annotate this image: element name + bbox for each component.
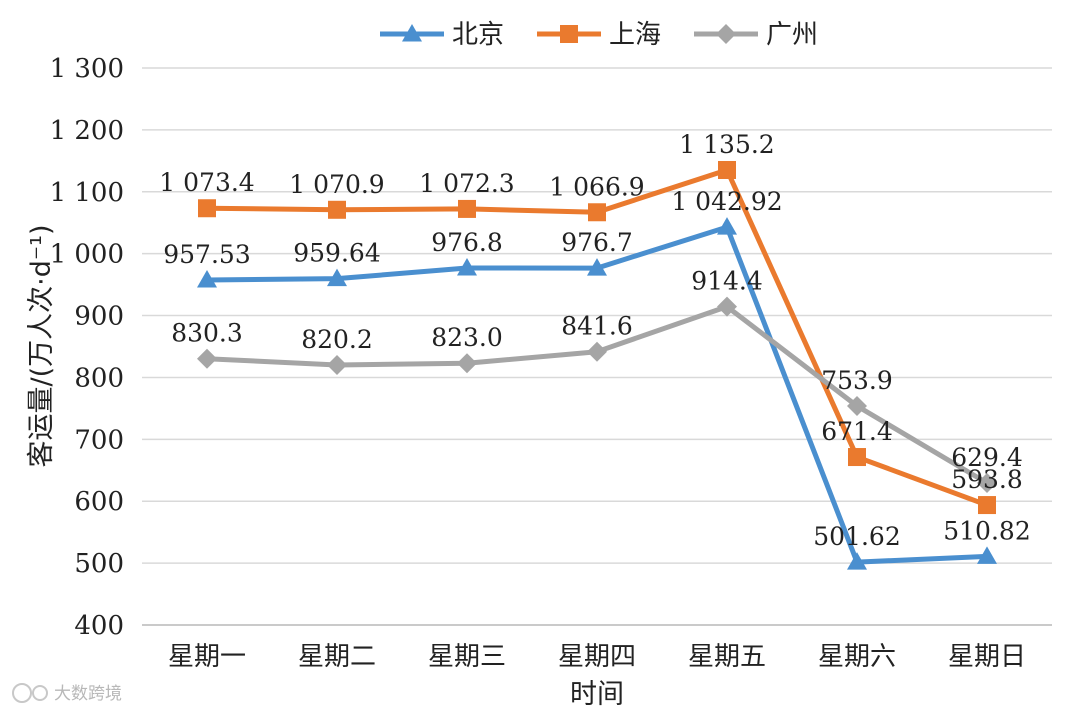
watermark-text: 大数跨境 — [54, 684, 122, 704]
data-label: 671.4 — [821, 417, 893, 446]
data-label: 1 070.9 — [289, 170, 384, 199]
data-point-1-2 — [458, 199, 476, 218]
x-tick-label: 星期一 — [168, 642, 246, 672]
y-tick-label: 1 100 — [50, 178, 124, 208]
data-point-1-6 — [978, 496, 996, 515]
data-point-2-3 — [587, 341, 607, 362]
data-label: 957.53 — [163, 240, 250, 269]
data-point-0-4 — [717, 217, 737, 235]
data-label: 841.6 — [561, 312, 633, 341]
legend-marker-1 — [560, 25, 578, 43]
y-axis-title: 客运量/(万人次·d⁻¹) — [26, 225, 57, 468]
data-point-0-2 — [457, 258, 477, 276]
data-point-0-0 — [197, 269, 217, 288]
y-tick-label: 700 — [74, 425, 124, 455]
data-point-1-0 — [198, 199, 216, 218]
data-point-2-5 — [847, 395, 867, 416]
watermark-logo-icon-2 — [32, 685, 48, 701]
gridlines — [142, 67, 1052, 626]
data-point-0-6 — [977, 546, 997, 564]
data-label: 1 066.9 — [549, 172, 644, 201]
y-tick-label: 500 — [74, 549, 124, 579]
data-point-1-3 — [588, 203, 606, 222]
data-label: 1 072.3 — [419, 169, 514, 198]
data-label: 976.7 — [561, 228, 633, 257]
y-tick-label: 600 — [74, 487, 124, 517]
data-point-2-1 — [327, 354, 347, 375]
data-point-0-1 — [327, 268, 347, 287]
data-label: 914.4 — [691, 267, 763, 296]
x-axis-title: 时间 — [570, 679, 624, 710]
x-tick-label: 星期四 — [558, 642, 636, 672]
data-label: 501.62 — [813, 522, 900, 551]
x-tick-label: 星期二 — [298, 642, 376, 672]
legend-marker-2 — [716, 24, 736, 44]
data-label: 823.0 — [431, 323, 503, 352]
data-label: 820.2 — [301, 325, 373, 354]
y-axis-ticks: 400 500 600 700 800 900 1 000 1 100 1 200 1 300 — [50, 54, 124, 641]
data-label: 1 073.4 — [159, 168, 254, 197]
data-point-0-5 — [847, 552, 867, 570]
data-point-2-6 — [977, 473, 997, 494]
data-point-2-4 — [717, 296, 737, 317]
data-label: 1 135.2 — [679, 130, 774, 159]
data-point-1-5 — [848, 448, 866, 467]
data-label: 976.8 — [431, 228, 503, 257]
y-tick-label: 1 300 — [50, 54, 124, 84]
watermark-logo-icon — [12, 683, 32, 703]
legend-label: 上海 — [609, 20, 661, 50]
x-tick-label: 星期六 — [818, 642, 896, 672]
data-label: 510.82 — [943, 516, 1030, 545]
x-axis: 星期一 星期二 星期三 星期四 星期五 星期六 星期日 — [142, 624, 1052, 672]
legend-label: 北京 — [452, 20, 504, 50]
legend-label: 广州 — [766, 20, 818, 50]
data-label: 959.64 — [293, 239, 380, 268]
data-point-2-2 — [457, 353, 477, 374]
watermark: 大数跨境 — [12, 683, 122, 704]
y-tick-label: 800 — [74, 363, 124, 393]
legend: 北京 上海 广州 — [380, 20, 818, 50]
y-tick-label: 900 — [74, 302, 124, 332]
data-point-1-4 — [718, 160, 736, 179]
data-labels: 957.53 959.64 976.8 976.7 1 042.92 501.62 510.… — [159, 130, 1030, 551]
data-point-1-1 — [328, 200, 346, 219]
series-markers — [197, 160, 997, 570]
data-label: 629.4 — [951, 443, 1023, 472]
data-point-0-3 — [587, 258, 607, 276]
y-tick-label: 400 — [74, 611, 124, 641]
data-label: 1 042.92 — [671, 187, 782, 216]
y-tick-label: 1 200 — [50, 116, 124, 146]
legend-marker-0 — [402, 24, 422, 42]
data-label: 753.9 — [821, 366, 893, 395]
data-point-2-0 — [197, 348, 217, 369]
x-tick-label: 星期五 — [688, 642, 766, 672]
x-tick-label: 星期三 — [428, 642, 506, 672]
data-label: 830.3 — [171, 319, 243, 348]
x-tick-label: 星期日 — [948, 642, 1026, 672]
y-tick-label: 1 000 — [50, 240, 124, 270]
data-label: 593.8 — [951, 465, 1023, 494]
